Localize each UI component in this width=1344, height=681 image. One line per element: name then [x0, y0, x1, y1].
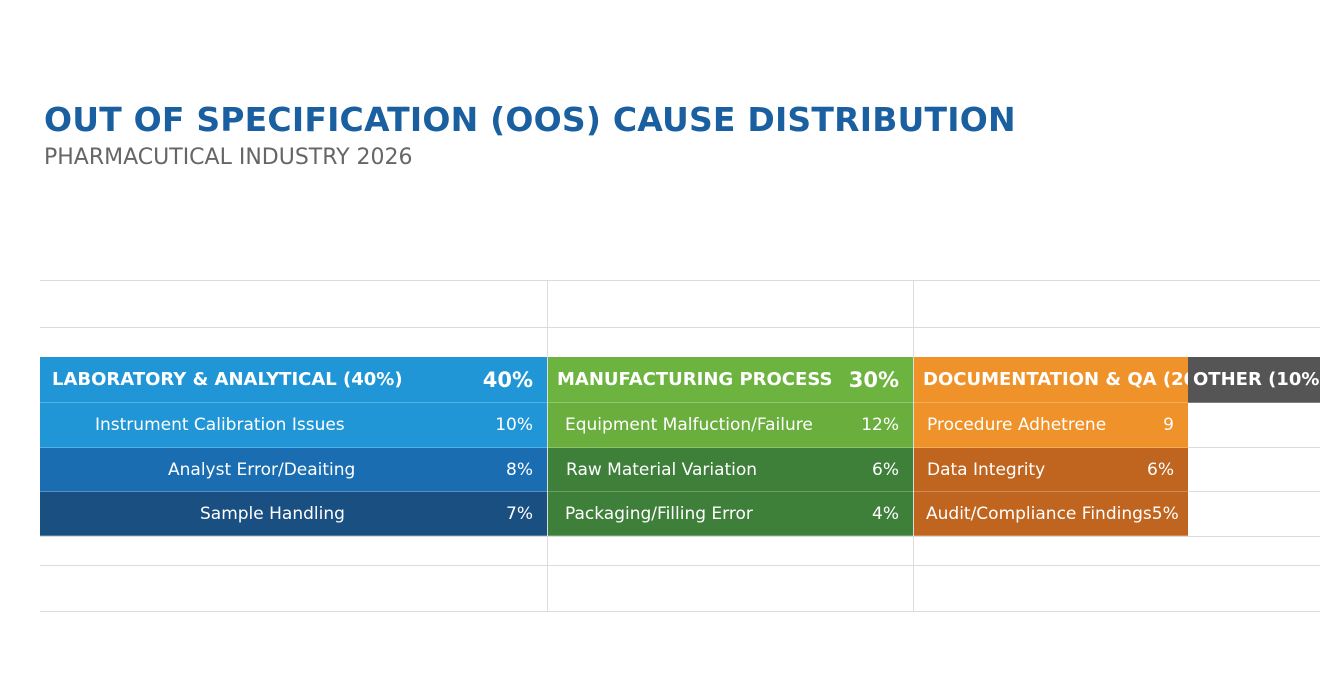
- cell-label: OTHER (10%): [1193, 369, 1328, 390]
- grid-line: [40, 611, 1320, 612]
- cell-label: Packaging/Filling Error: [565, 503, 753, 524]
- cell-value: 6%: [872, 459, 899, 480]
- cell-value: 10%: [495, 415, 533, 435]
- cause-row: Sample Handling 7%: [40, 492, 547, 536]
- cell-value: 30%: [848, 367, 899, 392]
- chart-title: OUT OF SPECIFICATION (OOS) CAUSE DISTRIB…: [44, 100, 1016, 139]
- cell-label: Procedure Adhetrene: [927, 415, 1107, 435]
- grid-line: [40, 565, 1320, 566]
- cause-row: Analyst Error/Deaiting 8%: [40, 448, 547, 492]
- cell-label: Analyst Error/Deaiting: [168, 459, 356, 480]
- cause-row: Procedure Adhetrene 9: [914, 403, 1188, 448]
- grid-line: [40, 327, 1320, 328]
- group-header: LABORATORY & ANALYTICAL (40%) 40%: [40, 357, 547, 403]
- cell-label: Audit/Compliance Findings: [926, 503, 1152, 524]
- cell-value: 8%: [506, 459, 533, 480]
- cause-row: Instrument Calibration Issues 10%: [40, 403, 547, 448]
- group-header: MANUFACTURING PROCESS 30%: [548, 357, 913, 403]
- cell-label: Raw Material Variation: [566, 459, 758, 480]
- cause-row: Raw Material Variation 6%: [548, 448, 913, 492]
- cell-value: 6%: [1147, 459, 1174, 480]
- cell-label: LABORATORY & ANALYTICAL (40%): [52, 369, 403, 390]
- grid-line: [547, 280, 548, 611]
- cell-value: 12%: [861, 415, 899, 435]
- cell-value: 7%: [506, 503, 533, 524]
- cell-label: DOCUMENTATION & QA (20%): [923, 369, 1223, 390]
- cell-value: 9: [1163, 415, 1174, 435]
- cell-label: Sample Handling: [200, 503, 345, 524]
- cell-value: 40%: [482, 367, 533, 392]
- cell-label: Equipment Malfuction/Failure: [565, 415, 813, 435]
- group-header: DOCUMENTATION & QA (20%): [914, 357, 1222, 403]
- group-header: OTHER (10%): [1188, 357, 1328, 403]
- cause-row: Audit/Compliance Findings 5%: [914, 492, 1188, 536]
- cell-label: Instrument Calibration Issues: [95, 415, 345, 435]
- chart-subtitle: PHARMACUTICAL INDUSTRY 2026: [44, 145, 413, 170]
- cause-row: Equipment Malfuction/Failure 12%: [548, 403, 913, 448]
- cause-row: Packaging/Filling Error 4%: [548, 492, 913, 536]
- cell-label: MANUFACTURING PROCESS: [557, 369, 833, 390]
- cause-row: Data Integrity 6%: [914, 448, 1188, 492]
- grid-line: [913, 280, 914, 611]
- cell-label: Data Integrity: [927, 459, 1046, 480]
- cell-value: 4%: [872, 503, 899, 524]
- cell-value: 5%: [1151, 503, 1179, 524]
- grid-line: [40, 536, 1320, 537]
- grid-line: [40, 280, 1320, 281]
